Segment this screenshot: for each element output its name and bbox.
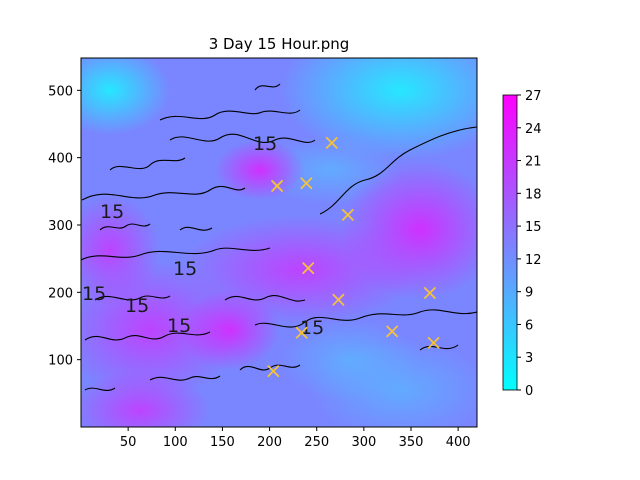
- x-marker: [423, 287, 436, 299]
- colorbar-tick-label: 18: [525, 187, 542, 202]
- field-low-region: [280, 58, 477, 160]
- colorbar-tick-label: 27: [525, 89, 542, 104]
- plot-area: 15 15 15 15 15 15 15: [81, 58, 477, 427]
- contour-line: [169, 133, 316, 143]
- contour-line: [254, 309, 477, 328]
- field-high-region: [215, 140, 305, 200]
- chart-title: 3 Day 15 Hour.png: [209, 35, 350, 53]
- contour-label: 15: [167, 315, 191, 337]
- contour-line: [94, 295, 171, 301]
- contour-line: [149, 375, 221, 381]
- y-tick-label: 200: [48, 286, 73, 301]
- x-marker: [386, 325, 399, 338]
- y-tick-label: 100: [48, 354, 73, 369]
- contour-line: [159, 109, 301, 121]
- x-marker: [271, 180, 284, 192]
- contour-label: 15: [300, 317, 324, 339]
- contour-line: [84, 387, 116, 391]
- colorbar: [502, 94, 518, 391]
- marker-layer: [267, 136, 440, 378]
- contour-line: [319, 126, 477, 215]
- x-tick-label: 100: [163, 435, 188, 450]
- contour-line: [109, 157, 186, 171]
- colorbar-axis: 0 3 6 9 12 15 18 21 24 27: [517, 89, 542, 399]
- contour-line: [179, 226, 213, 231]
- colorbar-tick-label: 6: [525, 318, 533, 333]
- field-high-region: [180, 290, 280, 370]
- contour-label: 15: [253, 133, 277, 155]
- x-tick-label: 250: [304, 435, 329, 450]
- plot-frame: [80, 57, 478, 428]
- contour-line: [254, 83, 281, 91]
- contour-label: 15: [125, 295, 149, 317]
- x-marker: [325, 136, 338, 149]
- field-low-region: [280, 320, 420, 400]
- colorbar-tick-label: 3: [525, 351, 533, 366]
- field-low-region: [81, 58, 170, 135]
- x-marker: [332, 293, 345, 306]
- x-tick-label: 400: [446, 435, 471, 450]
- y-axis: 100 200 300 400 500: [48, 84, 81, 369]
- x-marker: [341, 208, 354, 221]
- contour-line: [99, 223, 151, 231]
- contour-line: [84, 331, 211, 341]
- x-axis: 50 100 150 200 250 300 350 400: [120, 427, 471, 450]
- x-marker: [427, 336, 440, 349]
- colorbar-tick-label: 9: [525, 286, 533, 301]
- y-tick-label: 400: [48, 152, 73, 167]
- x-marker: [300, 177, 313, 190]
- contour-line: [224, 295, 306, 302]
- contour-label: 15: [173, 258, 197, 280]
- y-tick-label: 500: [48, 84, 73, 99]
- x-marker: [302, 262, 315, 274]
- contour-line: [81, 247, 271, 261]
- colorbar-tick-label: 12: [525, 253, 542, 268]
- x-tick-label: 350: [399, 435, 424, 450]
- contour-lines: [81, 83, 477, 391]
- x-tick-label: 50: [120, 435, 137, 450]
- contour-label: 15: [82, 283, 106, 305]
- x-marker: [295, 326, 308, 339]
- colorbar-tick-label: 21: [525, 155, 542, 170]
- x-marker: [267, 365, 280, 378]
- field-high-region: [81, 195, 160, 305]
- contour-line: [81, 185, 246, 201]
- contour-label: 15: [100, 201, 124, 223]
- field-high-region: [81, 370, 210, 427]
- x-tick-label: 300: [351, 435, 376, 450]
- x-tick-label: 200: [257, 435, 282, 450]
- y-tick-label: 300: [48, 219, 73, 234]
- colorbar-tick-label: 15: [525, 220, 542, 235]
- x-tick-label: 150: [210, 435, 235, 450]
- colorbar-tick-label: 0: [525, 384, 533, 399]
- colorbar-tick-label: 24: [525, 122, 542, 137]
